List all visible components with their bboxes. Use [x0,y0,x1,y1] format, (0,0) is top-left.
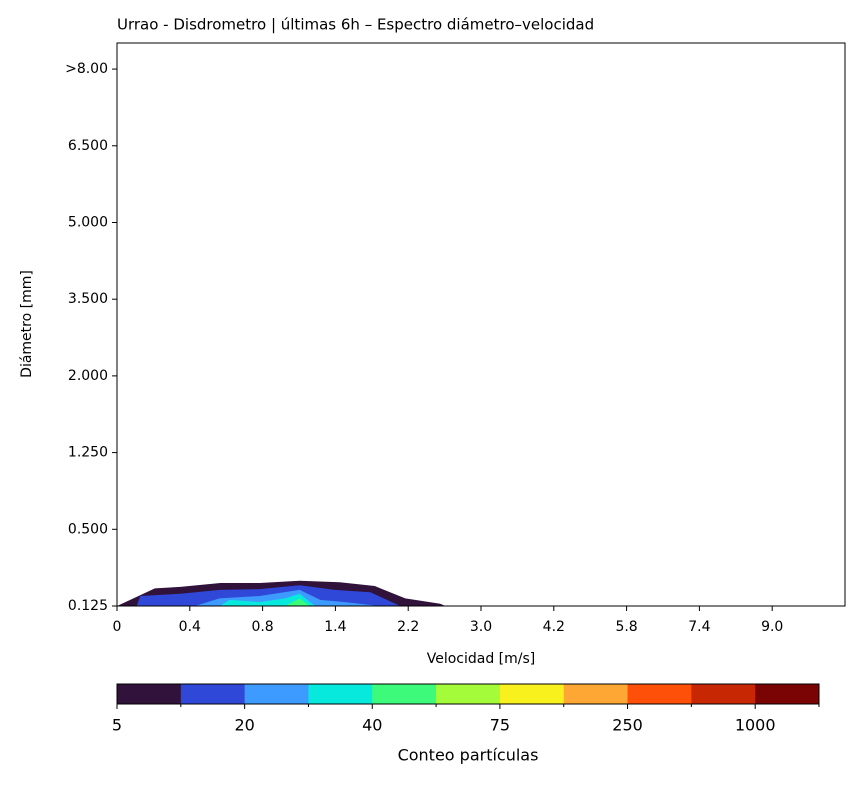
colorbar-label: Conteo partículas [398,746,539,765]
x-tick-label: 4.2 [543,619,565,635]
colorbar-tick-label: 5 [112,716,122,735]
y-tick-label: 3.500 [68,291,108,307]
colorbar-segment [499,684,565,704]
colorbar-frame [116,683,820,705]
colorbar-tick-label: 250 [612,716,643,735]
colorbar-segment [755,684,820,704]
x-tick-label: 0.4 [179,619,201,635]
colorbar-segment [308,684,373,704]
chart-title: Urrao - Disdrometro | últimas 6h – Espec… [117,16,594,34]
y-tick-label: 5.000 [68,214,108,230]
x-tick-label: 9.0 [761,619,783,635]
x-tick-label: 3.0 [470,619,492,635]
colorbar-segment [563,684,629,704]
x-tick-label: 0.8 [251,619,273,635]
y-tick-label: 0.125 [68,598,108,614]
contour-band [285,598,310,606]
colorbar-segment [627,684,692,704]
x-tick-label: 5.8 [615,619,637,635]
colorbar-tick-label: 20 [234,716,254,735]
colorbar-tick-label: 1000 [735,716,776,735]
colorbar-segment [691,684,756,704]
colorbar-segment [180,684,246,704]
colorbar-tick-label: 75 [490,716,510,735]
y-tick-label: 2.000 [68,368,108,384]
y-tick-label: 6.500 [68,138,108,154]
plot-frame [116,42,846,607]
y-tick-label: 0.500 [68,521,108,537]
x-tick-label: 2.2 [397,619,419,635]
y-axis-label: Diámetro [mm] [19,270,35,378]
y-tick-label: 1.250 [68,445,108,461]
x-tick-label: 7.4 [688,619,710,635]
x-tick-label: 0 [113,619,122,635]
colorbar-segment [436,684,501,704]
colorbar-tick-label: 40 [362,716,382,735]
y-tick-label: >8.00 [65,61,108,77]
colorbar-segment [244,684,309,704]
colorbar-segment [372,684,437,704]
colorbar-segment [117,684,182,704]
x-tick-label: 1.4 [324,619,346,635]
x-axis-label: Velocidad [m/s] [427,651,536,667]
